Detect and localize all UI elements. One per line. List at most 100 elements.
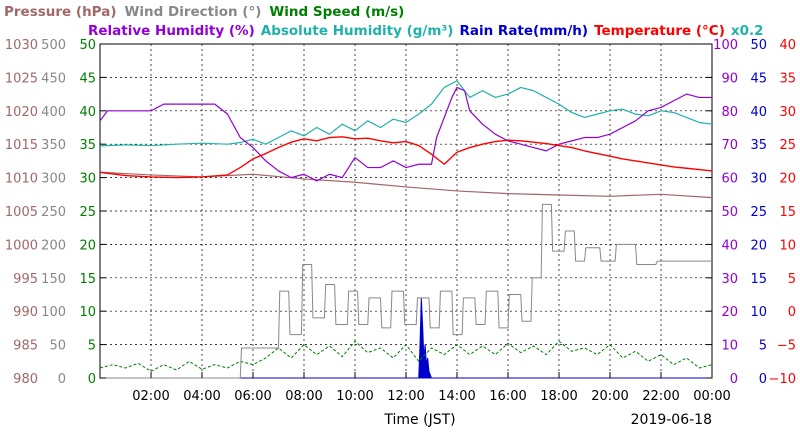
y-tick-temp-6: 20 (779, 172, 796, 187)
date-label: 2019-06-18 (631, 412, 712, 428)
y-tick-rh-2: 20 (721, 305, 738, 320)
y-tick-rh-5: 50 (721, 205, 738, 220)
x-tick-label-8: 18:00 (540, 389, 577, 404)
x-tick-label-11: 00:00 (693, 389, 730, 404)
y-tick-temp-8: 30 (779, 105, 796, 120)
y-tick-rh-1: 10 (721, 339, 738, 354)
y-tick-wind_dir-4: 200 (41, 238, 66, 253)
y-tick-temp-2: 0 (788, 305, 796, 320)
y-tick-rain-10: 50 (750, 38, 767, 53)
y-tick-rain-9: 45 (750, 71, 767, 86)
y-tick-temp-0: −10 (769, 372, 796, 387)
legend-wind_speed: Wind Speed (m/s) (269, 4, 404, 20)
x-tick-label-10: 22:00 (642, 389, 679, 404)
legend-ah_mult: x0.2 (731, 23, 764, 39)
y-tick-wind_speed-0: 0 (88, 372, 96, 387)
y-tick-wind_speed-8: 40 (79, 105, 96, 120)
y-tick-pressure-10: 1030 (5, 38, 38, 53)
y-tick-wind_dir-5: 250 (41, 205, 66, 220)
y-tick-pressure-6: 1010 (5, 172, 38, 187)
legend-temp: Temperature (°C) (594, 23, 725, 39)
y-tick-temp-4: 10 (779, 238, 796, 253)
y-tick-rh-10: 100 (713, 38, 738, 53)
y-tick-rh-7: 70 (721, 138, 738, 153)
series-temp (99, 136, 713, 179)
legend-rain: Rain Rate(mm/h) (459, 23, 588, 39)
y-tick-pressure-7: 1015 (5, 138, 38, 153)
y-tick-pressure-2: 990 (13, 305, 38, 320)
legend-wind_dir: Wind Direction (°) (125, 4, 262, 20)
series-layer (99, 80, 713, 379)
x-tick-label-5: 12:00 (387, 389, 424, 404)
legend-rh: Relative Humidity (%) (88, 23, 255, 39)
y-tick-temp-5: 15 (779, 205, 796, 220)
x-tick-label-1: 04:00 (183, 389, 220, 404)
y-tick-wind_speed-6: 30 (79, 172, 96, 187)
y-tick-pressure-3: 995 (13, 272, 38, 287)
y-tick-wind_speed-1: 5 (88, 339, 96, 354)
series-ah (99, 80, 713, 147)
y-tick-rain-5: 25 (750, 205, 767, 220)
y-tick-rain-4: 20 (750, 238, 767, 253)
grid (100, 44, 712, 378)
y-tick-rain-2: 10 (750, 305, 767, 320)
y-tick-wind_dir-0: 0 (58, 372, 66, 387)
y-tick-wind_speed-5: 25 (79, 205, 96, 220)
y-tick-pressure-8: 1020 (5, 105, 38, 120)
x-tick-label-4: 10:00 (336, 389, 373, 404)
y-tick-rain-7: 35 (750, 138, 767, 153)
legend-pressure: Pressure (hPa) (4, 4, 117, 20)
y-tick-wind_speed-7: 35 (79, 138, 96, 153)
x-tick-label-2: 06:00 (234, 389, 271, 404)
y-tick-wind_speed-10: 50 (79, 38, 96, 53)
y-tick-temp-10: 40 (779, 38, 796, 53)
y-tick-pressure-4: 1000 (5, 238, 38, 253)
y-tick-wind_dir-9: 450 (41, 71, 66, 86)
y-tick-temp-9: 35 (779, 71, 796, 86)
y-tick-rh-3: 30 (721, 272, 738, 287)
y-tick-rain-8: 40 (750, 105, 767, 120)
y-tick-pressure-0: 980 (13, 372, 38, 387)
x-tick-label-3: 08:00 (285, 389, 322, 404)
y-tick-rain-0: 0 (759, 372, 767, 387)
x-tick-label-6: 14:00 (438, 389, 475, 404)
legend: Pressure (hPa) Wind Direction (°) Wind Spe… (4, 4, 764, 39)
y-tick-wind_dir-10: 500 (41, 38, 66, 53)
legend-ah: Absolute Humidity (g/m³) (261, 23, 454, 39)
y-tick-rh-0: 0 (730, 372, 738, 387)
x-axis: 02:00 04:00 06:00 08:00 10:00 12:00 14:00 16:00… (132, 372, 731, 404)
series-wind_speed (99, 340, 713, 372)
y-tick-rh-6: 60 (721, 172, 738, 187)
y-tick-temp-1: −5 (777, 339, 796, 354)
y-tick-pressure-5: 1005 (5, 205, 38, 220)
y-tick-rh-8: 80 (721, 105, 738, 120)
x-tick-label-0: 02:00 (132, 389, 169, 404)
y-tick-wind_speed-2: 10 (79, 305, 96, 320)
y-tick-rh-4: 40 (721, 238, 738, 253)
x-tick-label-7: 16:00 (489, 389, 526, 404)
y-tick-rh-9: 90 (721, 71, 738, 86)
y-tick-wind_dir-6: 300 (41, 172, 66, 187)
y-tick-rain-6: 30 (750, 172, 767, 187)
y-tick-pressure-1: 985 (13, 339, 38, 354)
y-tick-wind_dir-8: 400 (41, 105, 66, 120)
y-tick-wind_dir-7: 350 (41, 138, 66, 153)
x-axis-label: Time (JST) (383, 412, 455, 428)
axes: 9809859909951000100510101015102010251030… (5, 38, 796, 387)
y-tick-temp-7: 25 (779, 138, 796, 153)
y-tick-wind_speed-9: 45 (79, 71, 96, 86)
y-tick-wind_speed-4: 20 (79, 238, 96, 253)
y-tick-wind_dir-3: 150 (41, 272, 66, 287)
y-tick-temp-3: 5 (788, 272, 796, 287)
y-tick-wind_dir-2: 100 (41, 305, 66, 320)
series-rain (100, 297, 712, 379)
y-tick-pressure-9: 1025 (5, 71, 38, 86)
y-tick-wind_speed-3: 15 (79, 272, 96, 287)
y-tick-rain-3: 15 (750, 272, 767, 287)
y-tick-rain-1: 5 (759, 339, 767, 354)
series-wind_dir (100, 203, 712, 379)
y-tick-wind_dir-1: 50 (49, 339, 66, 354)
x-tick-label-9: 20:00 (591, 389, 628, 404)
